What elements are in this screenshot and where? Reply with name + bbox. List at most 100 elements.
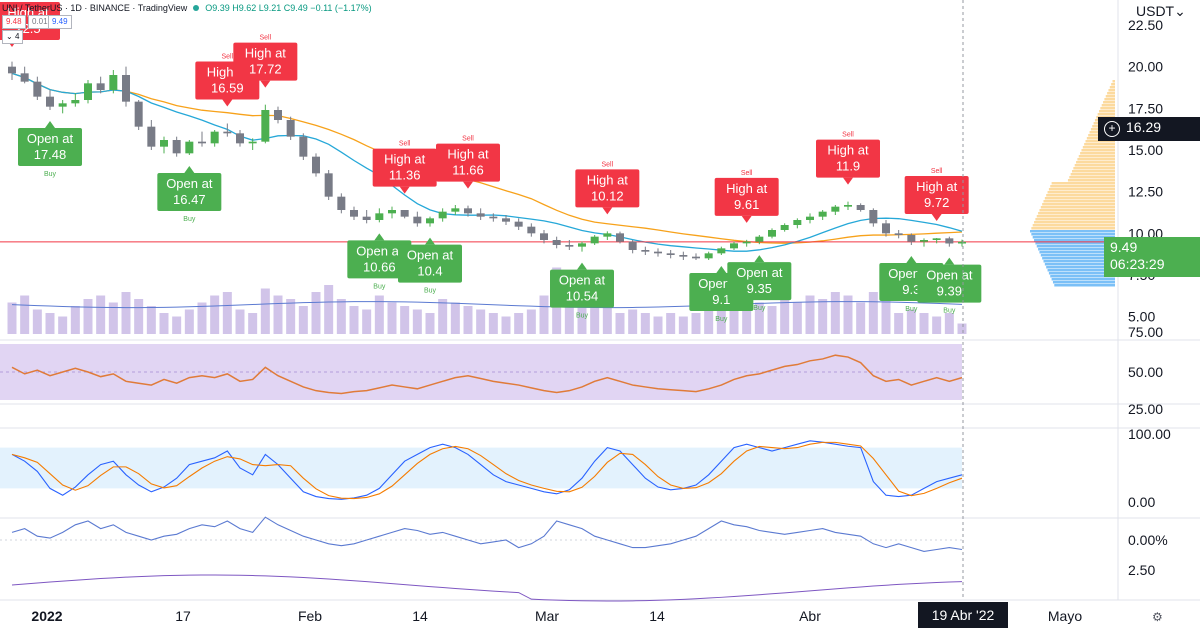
volume-bar	[488, 313, 498, 334]
volume-bar	[412, 309, 422, 334]
sell-price-chip[interactable]: 9.48	[2, 15, 26, 29]
chart-header: UNI / TetherUS · 1D · BINANCE · TradingV…	[0, 0, 372, 16]
candle-body	[426, 218, 434, 224]
sell-label-text: High at	[447, 147, 489, 162]
buy-tag: Buy	[905, 306, 918, 313]
candle-body	[603, 233, 612, 237]
candle-body	[628, 241, 637, 250]
sell-label-pointer	[931, 214, 942, 221]
candle-body	[717, 248, 726, 254]
volume-bar	[881, 299, 891, 334]
candle-body	[818, 211, 827, 217]
candle-body	[46, 96, 54, 107]
plus-circle-icon[interactable]: +	[1104, 121, 1120, 137]
volume-profile-bar	[1072, 170, 1115, 173]
volume-profile-bar	[1105, 95, 1115, 98]
candle-body	[679, 255, 688, 257]
candle-body	[451, 208, 460, 212]
candle-body	[375, 213, 384, 220]
buy-tag: Buy	[715, 316, 728, 323]
x-tick-label: 14	[412, 608, 428, 624]
buy-label-box	[727, 262, 792, 301]
volume-bar	[792, 302, 802, 334]
volume-bar	[235, 309, 245, 334]
rsi-tick-label: 25.00	[1128, 401, 1163, 417]
sell-label-box	[233, 42, 298, 81]
volume-profile-bar	[1044, 197, 1115, 200]
buy-label-pointer	[716, 266, 727, 273]
volume-bar	[96, 295, 106, 334]
volume-bar	[222, 292, 232, 334]
sell-label-text: High at	[726, 181, 768, 196]
rsi-tick-label: 50.00	[1128, 364, 1163, 380]
candle-body	[236, 133, 244, 144]
sell-label-pointer	[222, 99, 233, 107]
volume-bar	[666, 313, 676, 334]
x-tick-label: 14	[649, 608, 665, 624]
volume-bar	[7, 302, 17, 334]
buy-label-box	[550, 269, 614, 308]
candle-body	[223, 131, 232, 134]
buy-label-pointer	[754, 255, 765, 263]
candle-body	[692, 256, 700, 259]
indicator-toggle[interactable]: ⌄ 4	[2, 30, 24, 44]
buy-tag: Buy	[576, 313, 589, 320]
candle-body	[502, 218, 510, 222]
volume-bar	[526, 309, 536, 334]
osc-line	[11, 516, 963, 552]
candle-body	[261, 110, 270, 142]
gear-icon[interactable]: ⚙	[1152, 610, 1163, 624]
price-tick-label: 12.50	[1128, 184, 1163, 200]
volume-bar	[894, 313, 904, 334]
sell-label-text: High at	[827, 143, 869, 158]
currency-selector[interactable]: USDT⌄	[1136, 3, 1186, 20]
buy-label-pointer	[906, 256, 917, 263]
volume-bar	[944, 313, 954, 334]
volume-profile-bar	[1076, 161, 1115, 164]
volume-bar	[577, 299, 587, 334]
volume-bar	[400, 306, 410, 334]
candle-body	[350, 210, 358, 217]
sell-tag: Sell	[842, 132, 854, 139]
buy-label-text: Open at	[27, 131, 74, 146]
volume-bar	[298, 306, 308, 334]
candle-body	[894, 233, 903, 235]
volume-profile-bar	[1038, 212, 1115, 215]
candle-body	[185, 141, 194, 154]
sell-label-box	[575, 169, 640, 208]
osc2-tick-label: 2.50	[1128, 562, 1155, 578]
volume-bar	[108, 302, 118, 334]
sell-label-text: 11.66	[452, 163, 484, 178]
volume-profile-bar	[1036, 215, 1115, 218]
volume-bar	[260, 288, 270, 334]
volume-profile-bar	[1073, 167, 1115, 170]
buy-price-chip[interactable]: 9.49	[48, 15, 72, 29]
candle-body	[274, 110, 282, 120]
volume-profile-bar	[1078, 155, 1115, 158]
volume-profile-bar	[1082, 146, 1115, 149]
x-tick-label: Feb	[298, 608, 322, 624]
rsi-line	[11, 354, 963, 395]
sell-label-pointer	[463, 181, 473, 189]
x-tick-label: 17	[175, 608, 191, 624]
volume-bar	[754, 302, 764, 334]
volume-bar	[286, 299, 296, 334]
volume-bar	[539, 295, 549, 334]
volume-profile-bar	[1067, 179, 1115, 182]
sell-tag: Sell	[931, 168, 943, 175]
buy-label-text: 10.4	[417, 264, 442, 279]
sell-tag: Sell	[259, 35, 271, 42]
chevron-down-icon: ⌄	[1174, 3, 1186, 19]
volume-bar	[336, 299, 346, 334]
buy-label-pointer	[425, 237, 435, 245]
sell-label-text: High at	[916, 179, 958, 194]
symbol-title[interactable]: UNI / TetherUS · 1D · BINANCE · TradingV…	[2, 3, 188, 13]
candle-body	[286, 120, 295, 137]
sell-label-box	[372, 148, 437, 187]
sell-label-text: 9.61	[734, 197, 759, 212]
candle-body	[565, 245, 574, 247]
candle-body	[172, 140, 181, 154]
volume-bar	[387, 302, 397, 334]
